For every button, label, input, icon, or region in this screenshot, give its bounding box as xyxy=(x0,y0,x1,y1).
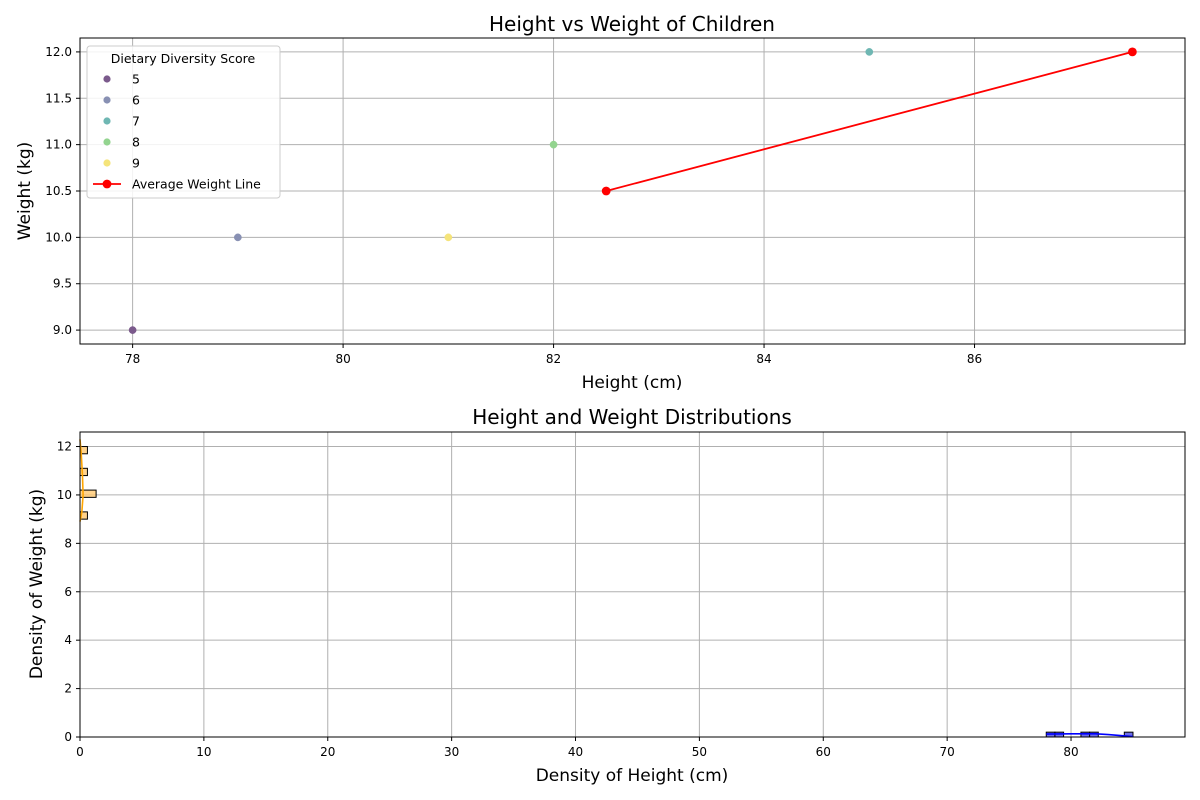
x-tick-label: 80 xyxy=(335,352,350,366)
y-tick-label: 6 xyxy=(64,585,72,599)
distribution-frame xyxy=(79,431,1186,738)
y-tick-label: 0 xyxy=(64,730,72,744)
x-tick-label: 70 xyxy=(940,745,955,759)
y-tick-label: 4 xyxy=(64,633,72,647)
average-weight-line xyxy=(605,51,1133,192)
legend-label: 6 xyxy=(132,93,140,108)
scatter-point xyxy=(444,233,453,242)
legend-label: 5 xyxy=(132,72,140,87)
legend-marker-swatch xyxy=(102,179,112,189)
legend-swatch xyxy=(103,117,111,125)
scatter-y-label: Weight (kg) xyxy=(15,142,35,241)
x-tick-label: 0 xyxy=(76,745,84,759)
x-tick-label: 30 xyxy=(444,745,459,759)
legend: Dietary Diversity Score 5 6 7 8 9 Average Wei… xyxy=(86,45,281,199)
x-tick-label: 86 xyxy=(967,352,982,366)
height-density-curve xyxy=(1046,733,1134,738)
scatter-x-label: Height (cm) xyxy=(582,373,683,393)
y-tick-label: 10 xyxy=(57,488,72,502)
legend-box xyxy=(86,45,281,199)
legend-swatch xyxy=(103,159,111,167)
legend-label: Average Weight Line xyxy=(132,177,261,192)
distribution-subplot: Height and Weight Distributions 0 10 20 30 4… xyxy=(27,405,1186,786)
distribution-x-label: Density of Height (cm) xyxy=(536,766,729,786)
legend-swatch xyxy=(103,96,111,104)
y-tick-label: 11.5 xyxy=(45,91,72,105)
legend-swatch xyxy=(103,138,111,146)
legend-swatch xyxy=(103,75,111,83)
x-tick-label: 50 xyxy=(692,745,707,759)
y-tick-label: 9.5 xyxy=(53,277,72,291)
scatter-subplot: Height vs Weight of Children 78 80 82 84 869… xyxy=(15,12,1186,393)
x-tick-label: 10 xyxy=(196,745,211,759)
legend-label: 7 xyxy=(132,114,140,129)
y-tick-label: 12.0 xyxy=(45,45,72,59)
x-tick-label: 84 xyxy=(756,352,771,366)
scatter-ticks: 78 80 82 84 869.09.510.010.511.011.512.0 xyxy=(45,45,982,366)
distribution-ticks: 0 10 20 30 40 50 60 70 80 0 2 4 6 8 10 12 xyxy=(57,440,1079,759)
x-tick-label: 40 xyxy=(568,745,583,759)
x-tick-label: 20 xyxy=(320,745,335,759)
x-tick-label: 80 xyxy=(1063,745,1078,759)
y-tick-label: 2 xyxy=(64,682,72,696)
distribution-title: Height and Weight Distributions xyxy=(472,405,792,429)
y-tick-label: 11.0 xyxy=(45,138,72,152)
y-tick-label: 12 xyxy=(57,440,72,454)
y-tick-label: 9.0 xyxy=(53,323,72,337)
distribution-grid xyxy=(79,432,1185,738)
average-weight-marker xyxy=(1127,47,1137,57)
scatter-marks xyxy=(128,47,1137,334)
y-tick-label: 10.5 xyxy=(45,184,72,198)
y-tick-label: 8 xyxy=(64,536,72,550)
y-tick-label: 10.0 xyxy=(45,230,72,244)
scatter-point xyxy=(865,48,874,56)
scatter-point xyxy=(549,140,558,149)
x-tick-label: 82 xyxy=(546,352,561,366)
scatter-title: Height vs Weight of Children xyxy=(489,12,775,36)
distribution-marks xyxy=(79,439,1134,738)
distribution-y-label: Density of Weight (kg) xyxy=(27,489,47,679)
average-weight-marker xyxy=(601,186,611,196)
legend-title: Dietary Diversity Score xyxy=(111,51,256,66)
weight-histogram-bar xyxy=(79,467,88,477)
weight-density-curve xyxy=(79,439,84,522)
legend-items: 5 6 7 8 9 Average Weight Line xyxy=(93,72,261,192)
x-tick-label: 78 xyxy=(125,352,140,366)
legend-label: 8 xyxy=(132,135,140,150)
legend-label: 9 xyxy=(132,156,140,171)
x-tick-label: 60 xyxy=(816,745,831,759)
scatter-point xyxy=(128,326,137,334)
scatter-point xyxy=(234,233,242,242)
